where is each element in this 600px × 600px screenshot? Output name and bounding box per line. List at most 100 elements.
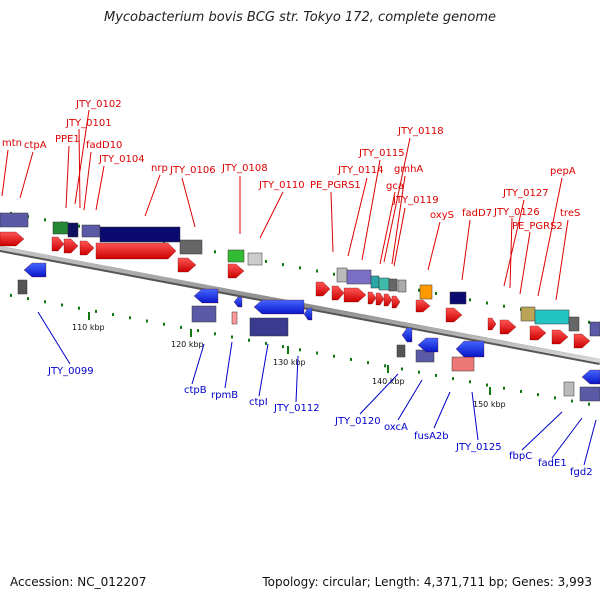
leader-line bbox=[191, 343, 205, 385]
feature-block bbox=[346, 269, 372, 285]
major-tick bbox=[88, 312, 90, 320]
gene-label: PPE1 bbox=[55, 134, 80, 145]
leader-line bbox=[461, 219, 471, 281]
feature-block bbox=[336, 267, 348, 283]
forward-arrow bbox=[177, 257, 197, 273]
feature-block bbox=[451, 356, 475, 372]
gene-label: JTY_0119 bbox=[392, 195, 439, 206]
forward-arrow bbox=[529, 325, 547, 341]
forward-arrow bbox=[499, 319, 517, 335]
forward-arrow bbox=[375, 292, 385, 306]
feature-block bbox=[520, 306, 536, 322]
feature-block bbox=[388, 278, 398, 292]
gene-label: mtn bbox=[2, 138, 22, 149]
leader-line bbox=[258, 343, 269, 397]
forward-arrow bbox=[331, 285, 345, 301]
major-tick bbox=[287, 346, 289, 354]
tick-mark bbox=[435, 291, 437, 295]
leader-line bbox=[83, 151, 92, 211]
leader-line bbox=[503, 199, 525, 287]
gene-label: JTY_0110 bbox=[258, 180, 305, 191]
gene-label: oxcA bbox=[384, 422, 408, 433]
forward-arrow bbox=[551, 329, 569, 345]
gene-label: JTY_0118 bbox=[397, 126, 444, 137]
leader-line bbox=[433, 391, 451, 429]
feature-block bbox=[589, 321, 600, 337]
gene-label: PE_PGRS1 bbox=[310, 180, 361, 191]
forward-arrow bbox=[445, 307, 463, 323]
feature-block bbox=[534, 309, 570, 325]
feature-block bbox=[579, 386, 600, 402]
tick-mark bbox=[503, 386, 505, 390]
tick-mark bbox=[486, 383, 488, 387]
label-leaders bbox=[1, 109, 597, 466]
leader-line bbox=[393, 207, 406, 267]
tick-mark bbox=[214, 332, 216, 336]
leader-line bbox=[19, 151, 34, 199]
feature-block bbox=[247, 252, 263, 266]
gene-label: ctpB bbox=[184, 385, 207, 396]
gene-label: rpmB bbox=[211, 390, 238, 401]
feature-block bbox=[179, 239, 203, 255]
tick-mark bbox=[299, 348, 301, 352]
leader-line bbox=[427, 221, 441, 271]
gene-label: JTY_0126 bbox=[493, 207, 540, 218]
forward-arrow bbox=[367, 291, 377, 305]
tick-mark bbox=[78, 306, 80, 310]
scale-label: 150 kbp bbox=[473, 400, 506, 409]
forward-arrow bbox=[315, 281, 331, 297]
tick-mark bbox=[316, 351, 318, 355]
scale-label: 110 kbp bbox=[72, 323, 105, 332]
leader-line bbox=[359, 373, 399, 415]
leader-line bbox=[361, 159, 381, 261]
tick-mark bbox=[588, 320, 590, 324]
tick-mark bbox=[384, 364, 386, 368]
forward-arrow bbox=[63, 238, 79, 254]
tick-mark bbox=[231, 335, 233, 339]
major-tick bbox=[489, 387, 491, 395]
tick-mark bbox=[418, 370, 420, 374]
leader-line bbox=[95, 165, 105, 211]
feature-block bbox=[449, 291, 467, 305]
gene-label: ctpA bbox=[24, 140, 47, 151]
tick-mark bbox=[44, 218, 46, 222]
gene-label: fusA2b bbox=[414, 431, 449, 442]
feature-block bbox=[231, 311, 238, 325]
leader-line bbox=[471, 391, 479, 441]
leader-line bbox=[391, 175, 406, 265]
gene-label: fadE1 bbox=[538, 458, 567, 469]
feature-blocks bbox=[0, 212, 600, 402]
feature-block bbox=[568, 316, 580, 332]
gene-arrows bbox=[0, 231, 600, 385]
reverse-arrow bbox=[417, 337, 439, 353]
leader-line bbox=[37, 311, 71, 365]
gene-label: JTY_0106 bbox=[169, 165, 216, 176]
gene-label: JTY_0099 bbox=[47, 366, 94, 377]
reverse-arrow bbox=[253, 299, 305, 315]
tick-mark bbox=[112, 313, 114, 317]
tick-mark bbox=[503, 304, 505, 308]
leader-line bbox=[555, 219, 569, 301]
feature-block bbox=[99, 226, 181, 243]
tick-mark bbox=[95, 309, 97, 313]
leader-line bbox=[583, 419, 597, 466]
tick-mark bbox=[469, 298, 471, 302]
tick-mark bbox=[78, 224, 80, 228]
tick-mark bbox=[588, 402, 590, 406]
tick-mark bbox=[27, 297, 29, 301]
scale-label: 130 kbp bbox=[273, 358, 306, 367]
leader-line bbox=[78, 128, 81, 209]
feature-block bbox=[52, 221, 69, 235]
gene-label: JTY_0108 bbox=[221, 163, 268, 174]
major-tick bbox=[387, 365, 389, 373]
tick-mark bbox=[180, 325, 182, 329]
tick-mark bbox=[333, 272, 335, 276]
tick-mark bbox=[10, 293, 12, 297]
tick-mark bbox=[520, 389, 522, 393]
forward-arrow bbox=[391, 295, 401, 309]
feature-block bbox=[191, 305, 217, 323]
feature-block bbox=[227, 249, 245, 263]
gene-label: JTY_0120 bbox=[334, 416, 381, 427]
leader-line bbox=[519, 231, 531, 295]
leader-line bbox=[551, 417, 583, 459]
